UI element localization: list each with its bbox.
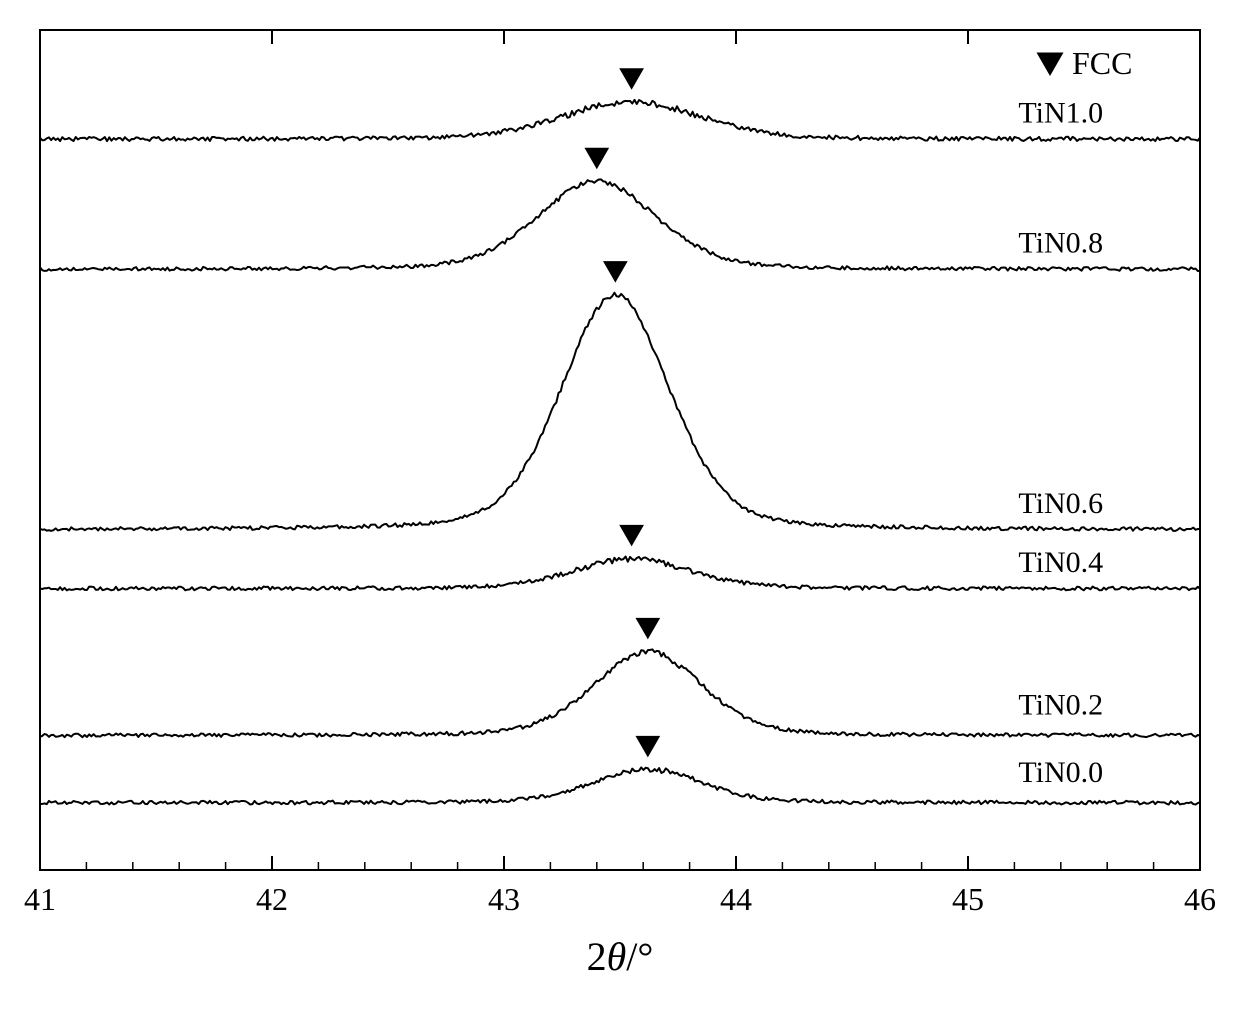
- series-label: TiN0.2: [1018, 689, 1103, 722]
- x-tick-label: 46: [1184, 881, 1216, 917]
- series-label: TiN1.0: [1018, 96, 1103, 129]
- series-label: TiN0.8: [1018, 227, 1103, 260]
- series-label: TiN0.4: [1018, 546, 1103, 579]
- x-tick-label: 42: [256, 881, 288, 917]
- series-label: TiN0.6: [1018, 487, 1103, 520]
- x-tick-label: 45: [952, 881, 984, 917]
- series-label: TiN0.0: [1018, 756, 1103, 789]
- legend-label: FCC: [1072, 45, 1132, 81]
- x-axis-label: 2θ/°: [587, 934, 654, 979]
- x-tick-label: 43: [488, 881, 520, 917]
- x-tick-label: 41: [24, 881, 56, 917]
- xrd-stacked-chart: 41 42 43 44 45 46 2θ/° TiN0.0 TiN0.2 TiN0.4 TiN0.6…: [0, 0, 1234, 1010]
- x-tick-label: 44: [720, 881, 752, 917]
